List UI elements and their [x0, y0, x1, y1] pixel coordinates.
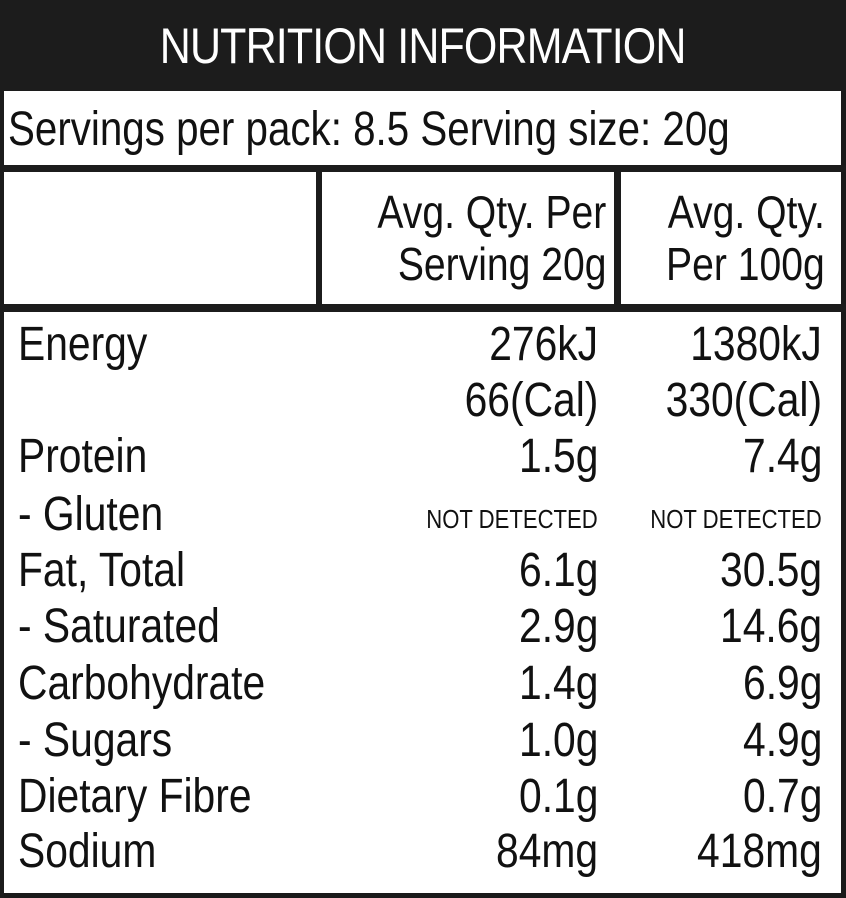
- nutrient-label: - Gluten: [18, 488, 164, 541]
- column-divider-1: [316, 172, 322, 304]
- table-row: - Sugars 1.0g 4.9g: [0, 713, 846, 769]
- nutrient-label: Sodium: [18, 825, 157, 878]
- divider-header: [0, 304, 846, 312]
- per-100g-value: 6.9g: [742, 657, 822, 710]
- nutrient-label: Dietary Fibre: [18, 770, 252, 823]
- per-serving-value: 0.1g: [518, 770, 598, 823]
- per-serving-value: NOT DETECTED: [426, 504, 598, 534]
- nutrient-label: Energy: [18, 318, 148, 371]
- table-row: - Gluten NOT DETECTED NOT DETECTED: [0, 487, 846, 543]
- header-per-serving-line1: Avg. Qty. Per: [377, 186, 606, 238]
- table-row: Energy 276kJ 1380kJ: [0, 317, 846, 373]
- header-per-100g-line1: Avg. Qty.: [667, 186, 825, 238]
- per-100g-value: 330(Cal): [665, 374, 822, 427]
- per-100g-value: 0.7g: [742, 770, 822, 823]
- header-per-100g-line2: Per 100g: [666, 238, 825, 290]
- per-100g-value: 14.6g: [719, 600, 822, 653]
- per-100g-value: 7.4g: [742, 430, 822, 483]
- header-per-serving: Avg. Qty. Per Serving 20g: [322, 172, 606, 304]
- table-row: Fat, Total 6.1g 30.5g: [0, 543, 846, 599]
- header-per-serving-line2: Serving 20g: [397, 238, 606, 290]
- table-row: - Saturated 2.9g 14.6g: [0, 599, 846, 655]
- per-serving-value: 1.4g: [518, 657, 598, 710]
- per-serving-value: 1.0g: [518, 714, 598, 767]
- per-100g-value: 418mg: [697, 825, 822, 878]
- per-serving-value: 66(Cal): [464, 374, 598, 427]
- panel-title: NUTRITION INFORMATION: [0, 0, 846, 91]
- per-serving-value: 2.9g: [518, 600, 598, 653]
- table-row: 66(Cal) 330(Cal): [0, 373, 846, 429]
- column-divider-2: [614, 172, 621, 304]
- divider-top: [0, 165, 846, 172]
- nutrient-label: Protein: [18, 430, 148, 483]
- per-serving-value: 276kJ: [489, 318, 598, 371]
- per-100g-value: 4.9g: [742, 714, 822, 767]
- per-serving-value: 84mg: [495, 825, 598, 878]
- header-per-100g: Avg. Qty. Per 100g: [621, 172, 825, 304]
- table-row: Protein 1.5g 7.4g: [0, 429, 846, 485]
- left-border: [0, 91, 4, 898]
- per-100g-value: 1380kJ: [690, 318, 822, 371]
- per-serving-value: 1.5g: [518, 430, 598, 483]
- per-serving-value: 6.1g: [518, 544, 598, 597]
- table-row: Sodium 84mg 418mg: [0, 824, 846, 880]
- per-100g-value: 30.5g: [719, 544, 822, 597]
- table-row: Carbohydrate 1.4g 6.9g: [0, 656, 846, 712]
- nutrient-label: - Sugars: [18, 714, 173, 767]
- table-row: Dietary Fibre 0.1g 0.7g: [0, 769, 846, 825]
- per-100g-value: NOT DETECTED: [650, 504, 822, 534]
- nutrient-label: Fat, Total: [18, 544, 186, 597]
- nutrient-label: Carbohydrate: [18, 657, 266, 710]
- serving-info: Servings per pack: 8.5 Serving size: 20g: [8, 102, 730, 156]
- nutrient-label: - Saturated: [18, 600, 220, 653]
